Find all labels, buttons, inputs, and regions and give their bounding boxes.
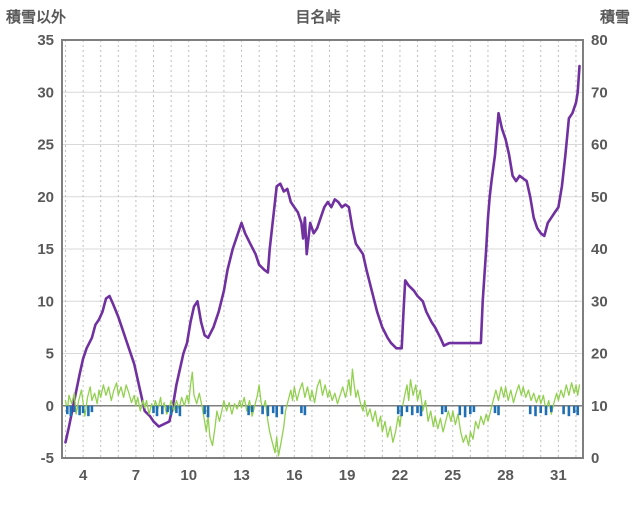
svg-text:0: 0 (46, 398, 54, 415)
svg-text:15: 15 (37, 241, 54, 258)
svg-text:25: 25 (37, 137, 54, 154)
svg-text:10: 10 (180, 467, 197, 484)
svg-text:4: 4 (79, 467, 88, 484)
svg-text:31: 31 (550, 467, 567, 484)
svg-text:22: 22 (392, 467, 409, 484)
chart-header: 積雪以外 目名峠 積雪 (0, 6, 636, 27)
chart-title: 目名峠 (295, 9, 341, 26)
svg-text:5: 5 (46, 346, 54, 363)
svg-text:50: 50 (591, 189, 608, 206)
svg-text:10: 10 (591, 398, 608, 415)
svg-text:13: 13 (233, 467, 250, 484)
svg-text:20: 20 (591, 346, 608, 363)
svg-text:25: 25 (444, 467, 461, 484)
svg-text:20: 20 (37, 189, 54, 206)
svg-text:28: 28 (497, 467, 514, 484)
svg-text:60: 60 (591, 137, 608, 154)
svg-text:80: 80 (591, 32, 608, 49)
svg-text:-5: -5 (41, 450, 54, 467)
svg-text:0: 0 (591, 450, 599, 467)
svg-text:35: 35 (37, 32, 54, 49)
svg-text:10: 10 (37, 293, 54, 310)
svg-text:30: 30 (591, 293, 608, 310)
svg-text:40: 40 (591, 241, 608, 258)
svg-text:7: 7 (132, 467, 140, 484)
svg-text:19: 19 (339, 467, 356, 484)
left-axis-title: 積雪以外 (6, 9, 67, 26)
svg-text:70: 70 (591, 84, 608, 101)
right-axis-title: 積雪 (599, 9, 630, 26)
svg-text:16: 16 (286, 467, 303, 484)
svg-text:30: 30 (37, 84, 54, 101)
